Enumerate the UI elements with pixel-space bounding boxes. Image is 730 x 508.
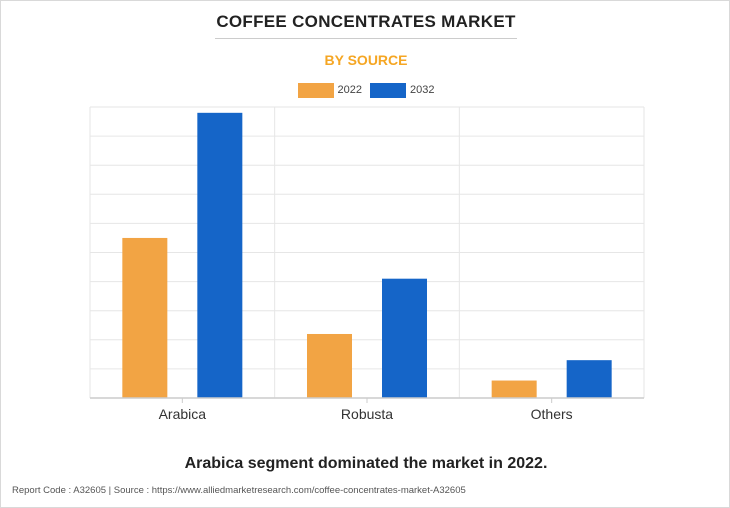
x-tick-label-arabica: Arabica — [159, 406, 207, 422]
chart-subtitle: BY SOURCE — [324, 52, 408, 68]
bar-others-2032[interactable] — [566, 360, 612, 398]
chart-title: COFFEE CONCENTRATES MARKET — [216, 12, 516, 31]
report-footer: Report Code : A32605 | Source : https://… — [12, 485, 466, 496]
bar-arabica-2022[interactable] — [122, 237, 168, 398]
bar-robusta-2032[interactable] — [382, 278, 427, 398]
x-tick-label-robusta: Robusta — [341, 406, 393, 422]
legend-item-2022[interactable]: 2022 — [297, 82, 362, 98]
chart-caption: Arabica segment dominated the market in … — [184, 455, 548, 472]
legend-swatch-2032 — [370, 82, 406, 98]
legend-label-2032: 2032 — [410, 84, 435, 96]
legend-swatch-2022 — [297, 82, 334, 98]
bar-others-2022[interactable] — [491, 380, 537, 398]
bar-arabica-2032[interactable] — [197, 112, 243, 398]
title-divider — [215, 38, 517, 39]
bar-chart: Arabica Robusta Others — [89, 106, 645, 422]
chart-legend: 2022 2032 — [1, 82, 730, 98]
legend-label-2022: 2022 — [337, 84, 362, 96]
bar-robusta-2022[interactable] — [307, 333, 352, 398]
legend-item-2032[interactable]: 2032 — [370, 82, 435, 98]
x-tick-label-others: Others — [531, 406, 573, 422]
